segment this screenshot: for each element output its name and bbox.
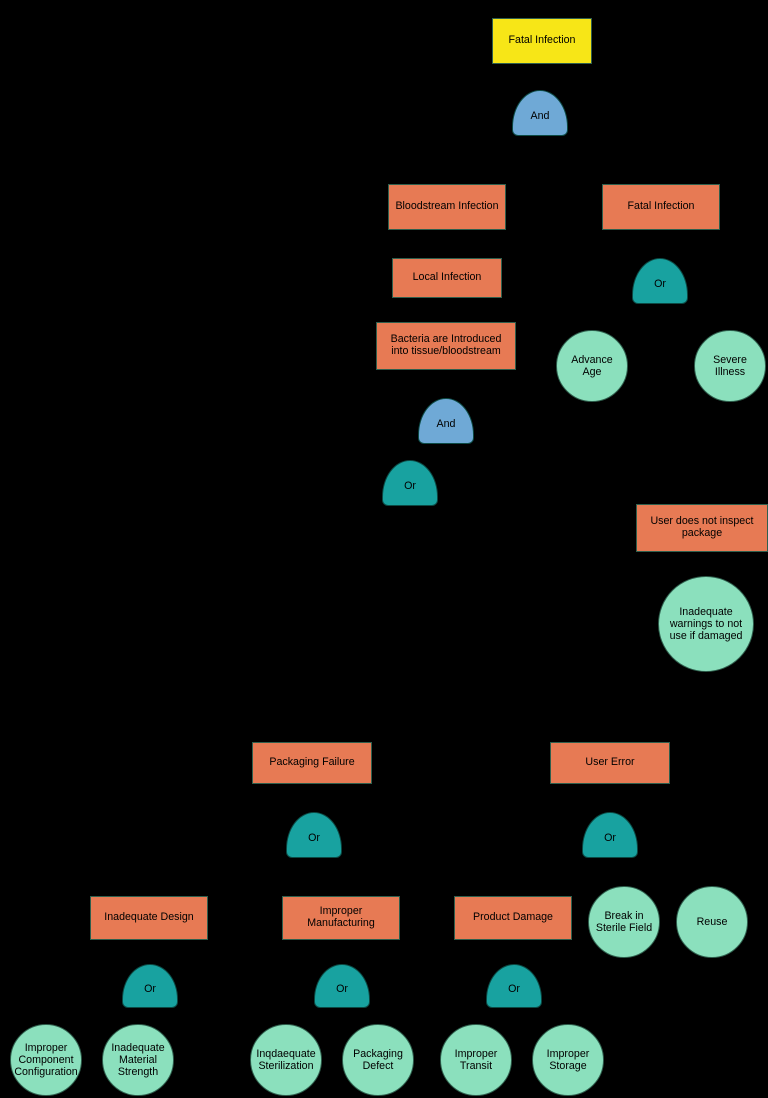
node-bacteria: Bacteria are Introduced into tissue/bloo… xyxy=(376,322,516,370)
node-g_or_design: Or xyxy=(122,964,178,1008)
node-improper_transit: Improper Transit xyxy=(440,1024,512,1096)
node-inadeq_warn: Inadequate warnings to not use if damage… xyxy=(658,576,754,672)
node-user_no_inspect: User does not inspect package xyxy=(636,504,768,552)
fault-tree-canvas: Fatal Infection And Bloodstream Infection F… xyxy=(0,0,768,1098)
node-root: Fatal Infection xyxy=(492,18,592,64)
node-comp_config: Improper Component Configuration xyxy=(10,1024,82,1096)
node-improper_mfg: Improper Manufacturing xyxy=(282,896,400,940)
node-fatal_right: Fatal Infection xyxy=(602,184,720,230)
node-break_sterile: Break in Sterile Field xyxy=(588,886,660,958)
node-g_or_dmg: Or xyxy=(486,964,542,1008)
node-severe_ill: Severe Illness xyxy=(694,330,766,402)
node-local_inf: Local Infection xyxy=(392,258,502,298)
node-inadeq_design: Inadequate Design xyxy=(90,896,208,940)
node-reuse: Reuse xyxy=(676,886,748,958)
node-bloodstream: Bloodstream Infection xyxy=(388,184,506,230)
node-g_or_user: Or xyxy=(582,812,638,858)
node-pkg_failure: Packaging Failure xyxy=(252,742,372,784)
node-g_and_top: And xyxy=(512,90,568,136)
node-inadeq_steril: Inqdaequate Sterilization xyxy=(250,1024,322,1096)
node-g_or_fatal: Or xyxy=(632,258,688,304)
node-adv_age: Advance Age xyxy=(556,330,628,402)
node-improper_storage: Improper Storage xyxy=(532,1024,604,1096)
node-g_or_bact: Or xyxy=(382,460,438,506)
node-user_error: User Error xyxy=(550,742,670,784)
node-mat_strength: Inadequate Material Strength xyxy=(102,1024,174,1096)
node-g_or_pkg: Or xyxy=(286,812,342,858)
node-g_and_bact: And xyxy=(418,398,474,444)
node-g_or_mfg: Or xyxy=(314,964,370,1008)
node-prod_damage: Product Damage xyxy=(454,896,572,940)
node-pkg_defect: Packaging Defect xyxy=(342,1024,414,1096)
